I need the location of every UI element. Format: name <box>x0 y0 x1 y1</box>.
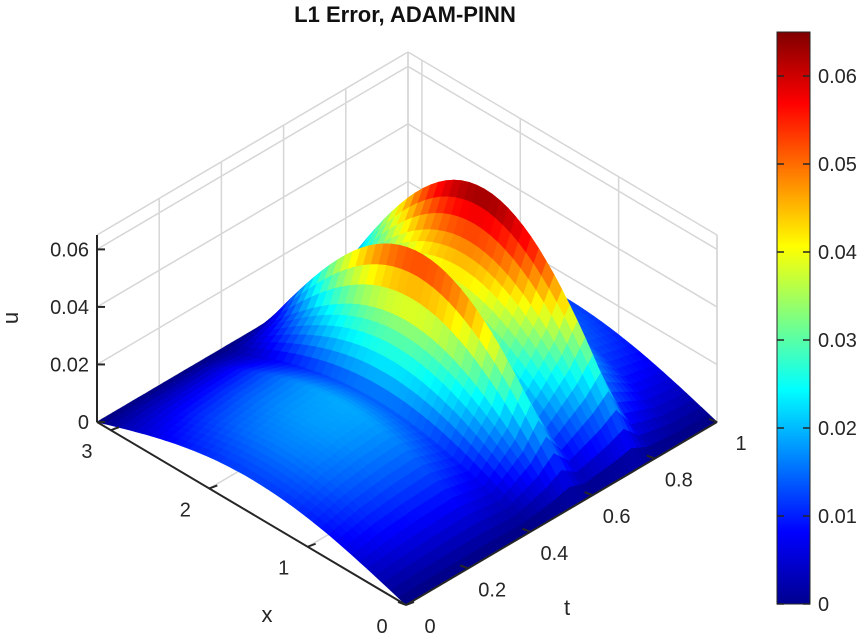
t-tick-label: 0.4 <box>540 543 568 565</box>
colorbar-tick-label: 0.01 <box>818 506 857 528</box>
t-tick-label: 0.2 <box>478 579 506 601</box>
colorbar-ticks: 0 0.01 0.02 0.03 0.04 0.05 0.06 <box>777 66 857 616</box>
z-tick-label: 0 <box>78 412 89 434</box>
grid-edge <box>96 51 409 236</box>
axes-lines <box>96 235 718 606</box>
t-tick-label: 0.8 <box>665 470 693 492</box>
grid-line-z-side <box>407 123 718 308</box>
t-tick <box>397 601 407 606</box>
x-tick-label: 1 <box>278 558 289 580</box>
x-axis-label: x <box>262 602 273 627</box>
t-tick <box>522 527 531 533</box>
z-tick-label: 0.02 <box>50 354 89 376</box>
t-tick <box>708 418 718 423</box>
z-tick-label: 0.06 <box>50 239 89 261</box>
colorbar-tick-label: 0 <box>818 594 829 616</box>
surface-mesh <box>96 179 718 606</box>
t-tick-label: 0.6 <box>603 506 631 528</box>
t-tick-label: 1 <box>735 433 746 455</box>
t-tick <box>584 491 593 497</box>
x-tick <box>208 484 218 490</box>
x-axis-line <box>96 421 407 606</box>
colorbar-tick-label: 0.02 <box>818 418 857 440</box>
t-tick-label: 0 <box>424 616 435 638</box>
x-tick-label: 3 <box>81 441 92 463</box>
colorbar-tick-label: 0.05 <box>818 154 857 176</box>
colorbar-tick-label: 0.06 <box>818 66 857 88</box>
z-axis-label: u <box>0 312 23 324</box>
x-tick <box>307 542 316 548</box>
grid-line-z-back <box>96 180 409 366</box>
x-tick-label: 0 <box>376 616 387 638</box>
x-tick <box>405 601 415 606</box>
colorbar-scale <box>776 31 811 605</box>
colorbar-tick-label: 0.04 <box>818 242 857 264</box>
axis-ticks: 0 1 2 3 0 0.2 0.4 0.6 0.8 1 0 0.02 0.04 0.06 <box>50 239 747 638</box>
grid-line-z-side <box>407 65 718 251</box>
x-tick <box>110 426 120 432</box>
grid-edge <box>407 51 718 236</box>
colorbar-tick-label: 0.03 <box>818 330 857 352</box>
t-tick <box>646 454 656 460</box>
t-axis-label: t <box>564 595 570 620</box>
t-axis-line <box>405 421 718 606</box>
chart-title: L1 Error, ADAM-PINN <box>294 2 516 27</box>
z-tick-label: 0.04 <box>50 297 89 319</box>
colorbar: 0 0.01 0.02 0.03 0.04 0.05 0.06 <box>776 31 857 616</box>
grid-line-z-back <box>96 123 409 308</box>
x-tick-label: 2 <box>180 499 191 521</box>
grid-line-z-back <box>96 65 409 251</box>
t-tick <box>459 564 469 570</box>
